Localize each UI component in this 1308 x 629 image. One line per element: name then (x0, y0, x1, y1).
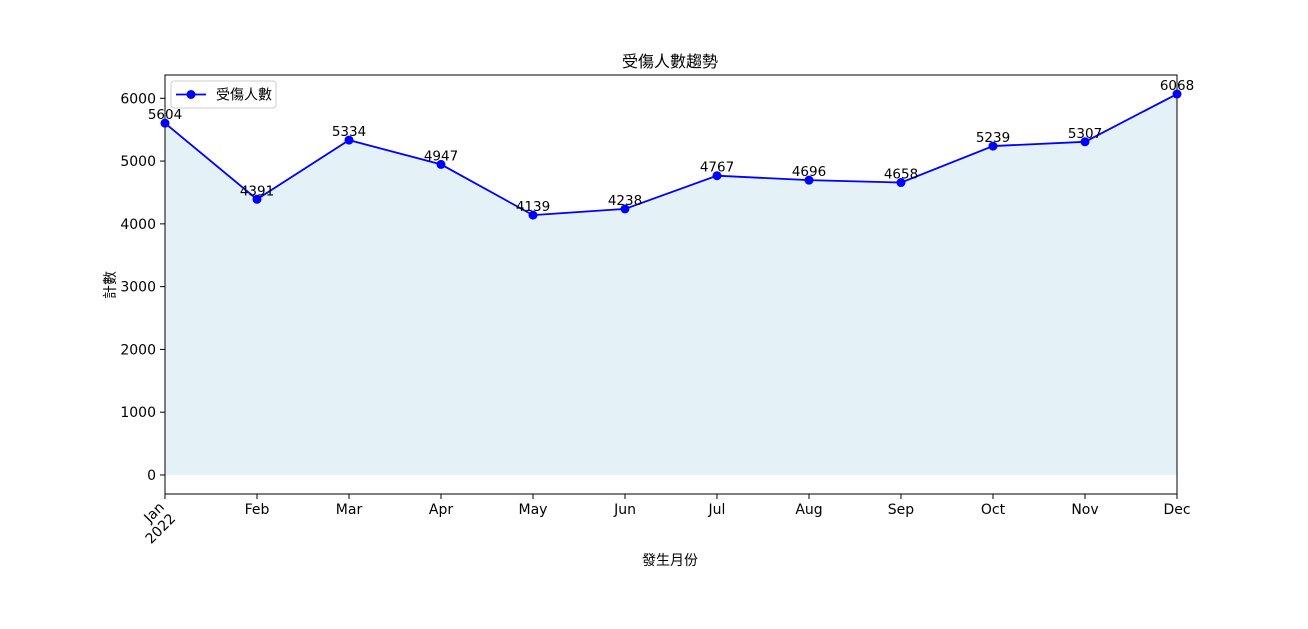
x-tick-label: Sep (888, 502, 915, 518)
data-label: 5334 (332, 124, 366, 140)
y-tick-label: 6000 (120, 91, 156, 107)
data-point (252, 194, 262, 204)
x-tick-label: Nov (1071, 502, 1098, 518)
y-tick-label: 5000 (120, 154, 156, 170)
data-label: 4139 (516, 199, 550, 215)
x-tick-label: Apr (429, 502, 453, 518)
y-tick-label: 0 (147, 468, 156, 484)
x-tick-label: Jan2022 (131, 500, 179, 548)
legend-marker-swatch (186, 90, 196, 99)
x-tick-label: Aug (795, 502, 822, 518)
data-point (344, 135, 354, 145)
data-label: 4696 (792, 164, 826, 180)
data-label: 5604 (148, 107, 182, 123)
data-point (712, 171, 722, 181)
data-label: 4947 (424, 148, 458, 164)
legend-box (170, 80, 277, 109)
y-tick-label: 2000 (120, 342, 156, 358)
legend-entry-label: 受傷人數 (216, 88, 272, 104)
x-tick-label: Jun (613, 502, 636, 518)
data-label: 4658 (884, 167, 918, 183)
legend: 受傷人數 (170, 80, 277, 109)
data-point (436, 159, 446, 169)
x-tick-label: Feb (245, 502, 270, 518)
y-tick-label: 3000 (120, 280, 156, 296)
y-tick-label: 4000 (120, 217, 156, 233)
data-point (988, 141, 998, 151)
data-point (620, 204, 630, 214)
data-point (160, 118, 170, 128)
series-line (164, 93, 1178, 217)
data-point (804, 175, 814, 185)
data-label: 4391 (240, 183, 274, 199)
x-axis-label: 發生月份 (642, 553, 698, 569)
x-tick-label: Dec (1163, 502, 1190, 518)
data-label: 4767 (700, 160, 734, 176)
data-point (1080, 137, 1090, 147)
data-label: 4238 (608, 193, 642, 209)
x-tick-label: Mar (336, 502, 363, 518)
data-point (1172, 89, 1182, 99)
chart-title: 受傷人數趨勢 (622, 52, 718, 71)
plot-area: 0 1000 2000 3000 4000 5000 6000 Jan2022 Feb Mar Ap… (120, 74, 1194, 548)
y-tick-label: 1000 (120, 405, 156, 421)
data-point (896, 178, 906, 188)
y-axis-label: 計數 (103, 271, 119, 299)
x-tick-label: Oct (981, 502, 1006, 518)
data-point (528, 210, 538, 220)
data-label: 6068 (1160, 78, 1194, 94)
x-tick-label: May (519, 502, 548, 518)
plot-frame (164, 74, 1178, 495)
x-tick-label: Jul (708, 502, 726, 518)
data-label: 5307 (1068, 126, 1102, 142)
area-fill (165, 94, 1177, 475)
data-label: 5239 (976, 130, 1010, 146)
